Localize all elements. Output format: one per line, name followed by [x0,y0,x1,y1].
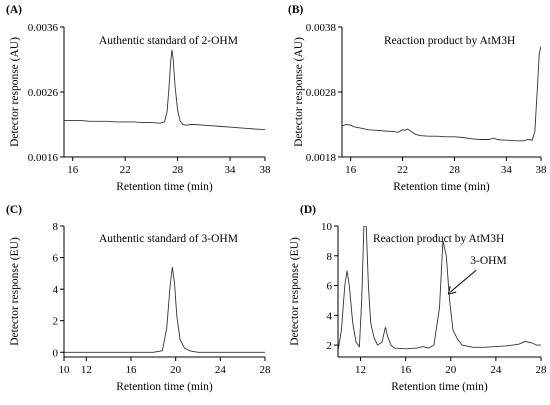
chart-panel-b: 16 22 28 34 38 0.0018 0.0028 0.0038 Retention ti… [288,4,547,193]
x-tick-label: 38 [536,164,548,176]
y-tick-label: 0 [53,347,59,359]
x-tick-label: 24 [490,364,502,376]
y-tick-label: 8 [53,221,59,233]
y-axis-label: Detector response (AU) [293,37,305,147]
x-tick-label: 16 [345,164,357,176]
x-tick-label: 16 [67,164,79,176]
y-tick-label: 8 [327,251,333,263]
y-axis-label: Detector response (EU) [9,237,21,346]
series-line [64,266,265,353]
chart-title: Reaction product by AtM3H [373,233,504,245]
panel-label: (D) [300,204,316,216]
panel-label: (B) [288,4,304,16]
x-tick-label: 20 [170,364,182,376]
y-tick-label: 0.0018 [306,152,337,164]
y-tick-label: 0.0028 [306,87,337,99]
x-axis-label: Retention time (min) [116,381,213,393]
chart-title: Reaction product by AtM3H [384,35,515,47]
x-tick-label: 34 [501,164,513,176]
series-line [64,49,265,131]
series-line [342,46,541,142]
x-tick-label: 12 [81,364,92,376]
y-axis-label: Detector response (AU) [9,37,21,147]
x-tick-label: 22 [397,164,408,176]
annotation-arrow-shaft [449,269,477,293]
x-tick-label: 28 [449,164,461,176]
x-tick-label: 16 [126,364,138,376]
y-tick-label: 10 [321,221,333,233]
y-tick-label: 4 [53,284,59,296]
x-tick-label: 24 [215,364,227,376]
x-tick-label: 34 [225,164,237,176]
chart-panel-a: 16 22 28 34 38 0.0016 0.0026 0.0036 Retention ti… [6,4,271,193]
y-tick-label: 2 [327,340,333,352]
x-tick-label: 12 [355,364,366,376]
y-tick-label: 6 [53,253,59,265]
y-tick-label: 2 [53,316,59,328]
x-axis-label: Retention time (min) [393,181,490,193]
x-tick-label: 20 [445,364,457,376]
y-tick-label: 0.0038 [306,22,337,34]
panel-label: (C) [6,204,22,216]
y-tick-label: 0.0026 [28,87,59,99]
x-axis-label: Retention time (min) [116,181,213,193]
y-tick-label: 0.0036 [28,22,59,34]
y-tick-label: 4 [327,310,333,322]
chart-title: Authentic standard of 3-OHM [99,233,238,245]
y-tick-label: 6 [327,281,333,293]
x-tick-label: 16 [400,364,412,376]
annotation-label: 3-OHM [470,255,506,267]
annotation-arrow-head [447,285,457,295]
x-tick-label: 28 [172,164,184,176]
chart-title: Authentic standard of 2-OHM [99,35,238,47]
x-tick-label: 28 [260,364,272,376]
y-tick-label: 0.0016 [28,152,59,164]
x-tick-label: 10 [59,364,71,376]
x-axis-label: Retention time (min) [391,381,488,393]
x-tick-label: 38 [260,164,272,176]
x-tick-label: 28 [536,364,548,376]
series-line [338,226,541,352]
panel-label: (A) [6,4,22,16]
x-tick-label: 22 [120,164,131,176]
y-axis-label: Detector response (EU) [289,237,301,346]
